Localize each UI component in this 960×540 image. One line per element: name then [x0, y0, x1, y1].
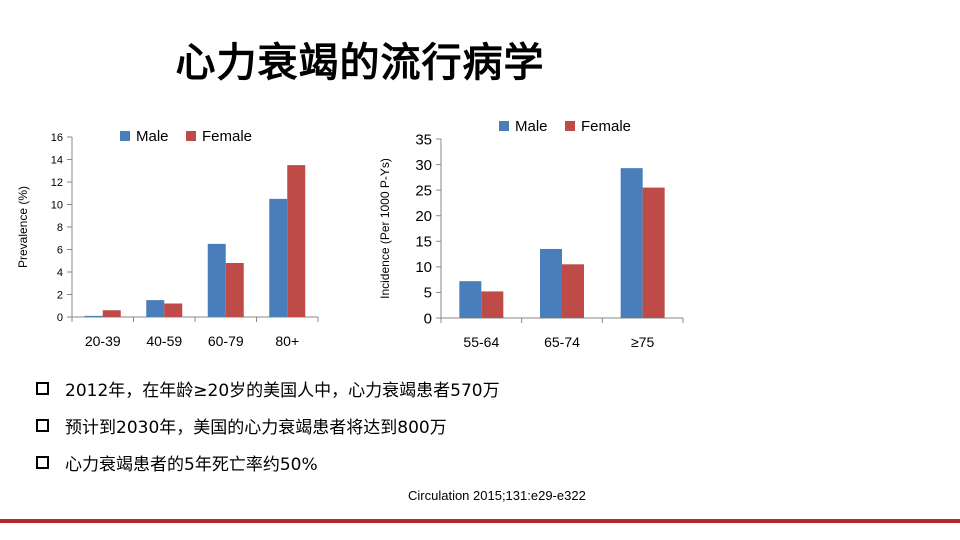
- legend-swatch-female: [565, 121, 575, 131]
- bullet-list: 2012年，在年龄≥20岁的美国人中，心力衰竭患者570万 预计到2030年，美…: [36, 370, 500, 481]
- y-axis-label: Prevalence (%): [16, 186, 30, 268]
- legend-swatch-male: [499, 121, 509, 131]
- y-tick-label: 12: [51, 177, 63, 189]
- bar-male-2: [540, 248, 562, 318]
- x-category-label: 65-74: [544, 334, 580, 350]
- legend-label: Male: [515, 118, 548, 135]
- y-tick-label: 2: [57, 289, 63, 301]
- y-tick-label: 16: [51, 132, 63, 144]
- y-tick-label: 30: [415, 157, 432, 174]
- bar-female-3: [225, 263, 244, 317]
- bar-male-1: [84, 315, 103, 317]
- legend-label: Female: [581, 118, 631, 135]
- square-bullet-icon: [36, 456, 49, 469]
- bar-female-1: [481, 291, 504, 318]
- bar-female-3: [642, 187, 665, 318]
- bullet-text: 预计到2030年，美国的心力衰竭患者将达到800万: [65, 418, 447, 438]
- bar-male-2: [146, 300, 165, 317]
- y-tick-label: 0: [424, 310, 432, 327]
- square-bullet-icon: [36, 382, 49, 395]
- y-tick-label: 15: [415, 234, 432, 251]
- y-tick-label: 10: [415, 259, 432, 276]
- bar-female-2: [562, 264, 584, 318]
- footer-divider: [0, 519, 960, 523]
- bar-male-4: [269, 198, 288, 317]
- bar-male-3: [207, 243, 226, 317]
- y-tick-label: 0: [57, 312, 63, 324]
- bar-female-4: [287, 165, 306, 317]
- y-axis-label: Incidence (Per 1000 P-Ys): [378, 158, 392, 299]
- bullet-item: 心力衰竭患者的5年死亡率约50%: [36, 444, 500, 481]
- citation: Circulation 2015;131:e29-e322: [408, 488, 586, 503]
- legend-label: Male: [136, 128, 169, 145]
- x-category-label: 40-59: [146, 333, 182, 349]
- slide-title: 心力衰竭的流行病学: [175, 40, 545, 86]
- legend-label: Female: [202, 128, 252, 145]
- x-category-label: 55-64: [463, 334, 499, 350]
- y-tick-label: 4: [57, 267, 63, 279]
- bar-female-1: [102, 310, 121, 317]
- bar-female-2: [164, 303, 183, 317]
- y-tick-label: 5: [424, 285, 432, 302]
- x-category-label: ≥75: [631, 334, 654, 350]
- legend-swatch-male: [120, 131, 130, 141]
- legend-swatch-female: [186, 131, 196, 141]
- y-tick-label: 6: [57, 244, 63, 256]
- y-tick-label: 8: [57, 222, 63, 234]
- bar-male-3: [620, 168, 643, 318]
- y-tick-label: 20: [415, 208, 432, 225]
- bullet-item: 预计到2030年，美国的心力衰竭患者将达到800万: [36, 407, 500, 444]
- bullet-item: 2012年，在年龄≥20岁的美国人中，心力衰竭患者570万: [36, 370, 500, 407]
- y-tick-label: 25: [415, 182, 432, 199]
- x-category-label: 20-39: [85, 333, 121, 349]
- square-bullet-icon: [36, 419, 49, 432]
- x-category-label: 80+: [275, 333, 299, 349]
- bar-male-1: [459, 281, 482, 318]
- y-tick-label: 10: [51, 199, 63, 211]
- x-category-label: 60-79: [208, 333, 244, 349]
- y-tick-label: 14: [51, 154, 63, 166]
- bullet-text: 心力衰竭患者的5年死亡率约50%: [65, 455, 318, 475]
- bullet-text: 2012年，在年龄≥20岁的美国人中，心力衰竭患者570万: [65, 381, 500, 401]
- y-tick-label: 35: [415, 131, 432, 148]
